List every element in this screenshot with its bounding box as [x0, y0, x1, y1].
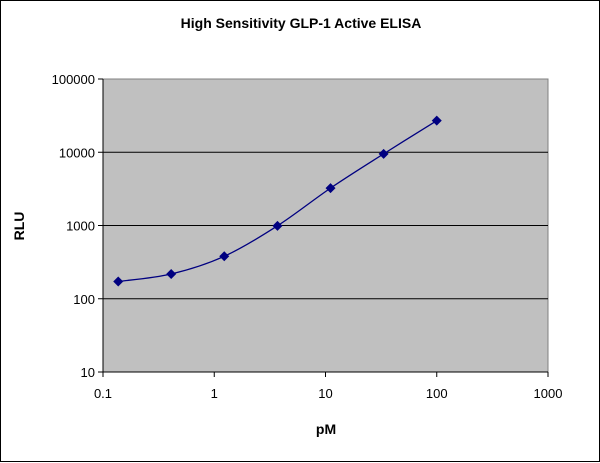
- y-tick-label: 1000: [66, 219, 95, 234]
- y-tick-label: 10: [81, 365, 95, 380]
- x-tick-label: 1: [211, 386, 218, 401]
- chart-title: High Sensitivity GLP-1 Active ELISA: [181, 15, 422, 31]
- x-tick-label: 1000: [534, 386, 563, 401]
- data-point-marker: [325, 183, 336, 194]
- y-tick-label: 10000: [59, 145, 95, 160]
- data-point-marker: [431, 115, 442, 126]
- data-point-marker: [113, 276, 124, 287]
- x-tick-label: 100: [426, 386, 448, 401]
- data-point-marker: [378, 148, 389, 159]
- x-tick-label: 0.1: [94, 386, 112, 401]
- y-tick-label: 100: [73, 292, 95, 307]
- data-point-marker: [219, 251, 230, 262]
- data-point-marker: [166, 268, 177, 279]
- x-axis-label: pM: [316, 421, 336, 437]
- x-tick-label: 10: [318, 386, 332, 401]
- y-axis-label: RLU: [11, 212, 27, 241]
- y-tick-label: 100000: [52, 72, 95, 87]
- data-point-marker: [272, 220, 283, 231]
